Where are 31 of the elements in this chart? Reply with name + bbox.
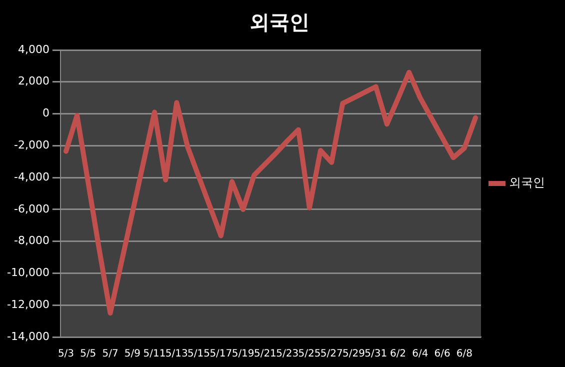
x-tick-label: 5/25: [298, 348, 321, 360]
x-tick-label: 5/7: [102, 348, 118, 360]
y-tick-label: -10,000: [6, 266, 50, 280]
x-tick-label: 6/4: [412, 348, 428, 360]
x-tick-label: 5/17: [210, 348, 232, 360]
x-tick-label: 5/15: [188, 348, 210, 360]
x-tick-label: 5/31: [364, 348, 388, 360]
chart-title: 외국인: [250, 10, 310, 34]
x-tick-label: 5/3: [58, 348, 74, 360]
x-tick-label: 5/11: [143, 348, 166, 360]
x-tick-label: 5/27: [320, 348, 343, 360]
y-tick-label: -12,000: [6, 298, 50, 311]
y-tick-label: -2,000: [14, 138, 50, 152]
y-tick-label: 2,000: [18, 74, 50, 88]
y-tick-label: 4,000: [18, 42, 50, 56]
x-tick-label: 5/21: [254, 348, 276, 360]
y-tick-label: -6,000: [14, 202, 50, 216]
x-tick-label: 5/19: [232, 348, 254, 360]
x-tick-label: 6/8: [456, 348, 472, 360]
x-tick-label: 5/29: [342, 348, 365, 360]
x-tick-label: 5/13: [165, 348, 188, 360]
x-tick-label: 5/5: [80, 348, 96, 360]
y-tick-label: -14,000: [6, 330, 50, 343]
y-tick-label: -4,000: [14, 170, 50, 184]
x-tick-label: 5/9: [124, 348, 140, 360]
y-tick-label: -8,000: [14, 234, 50, 248]
x-tick-label: 6/6: [434, 348, 450, 360]
x-tick-label: 6/2: [390, 348, 406, 360]
x-tick-label: 5/23: [276, 348, 299, 360]
legend-label: 외국인: [509, 176, 545, 190]
y-tick-label: 0: [42, 106, 50, 120]
